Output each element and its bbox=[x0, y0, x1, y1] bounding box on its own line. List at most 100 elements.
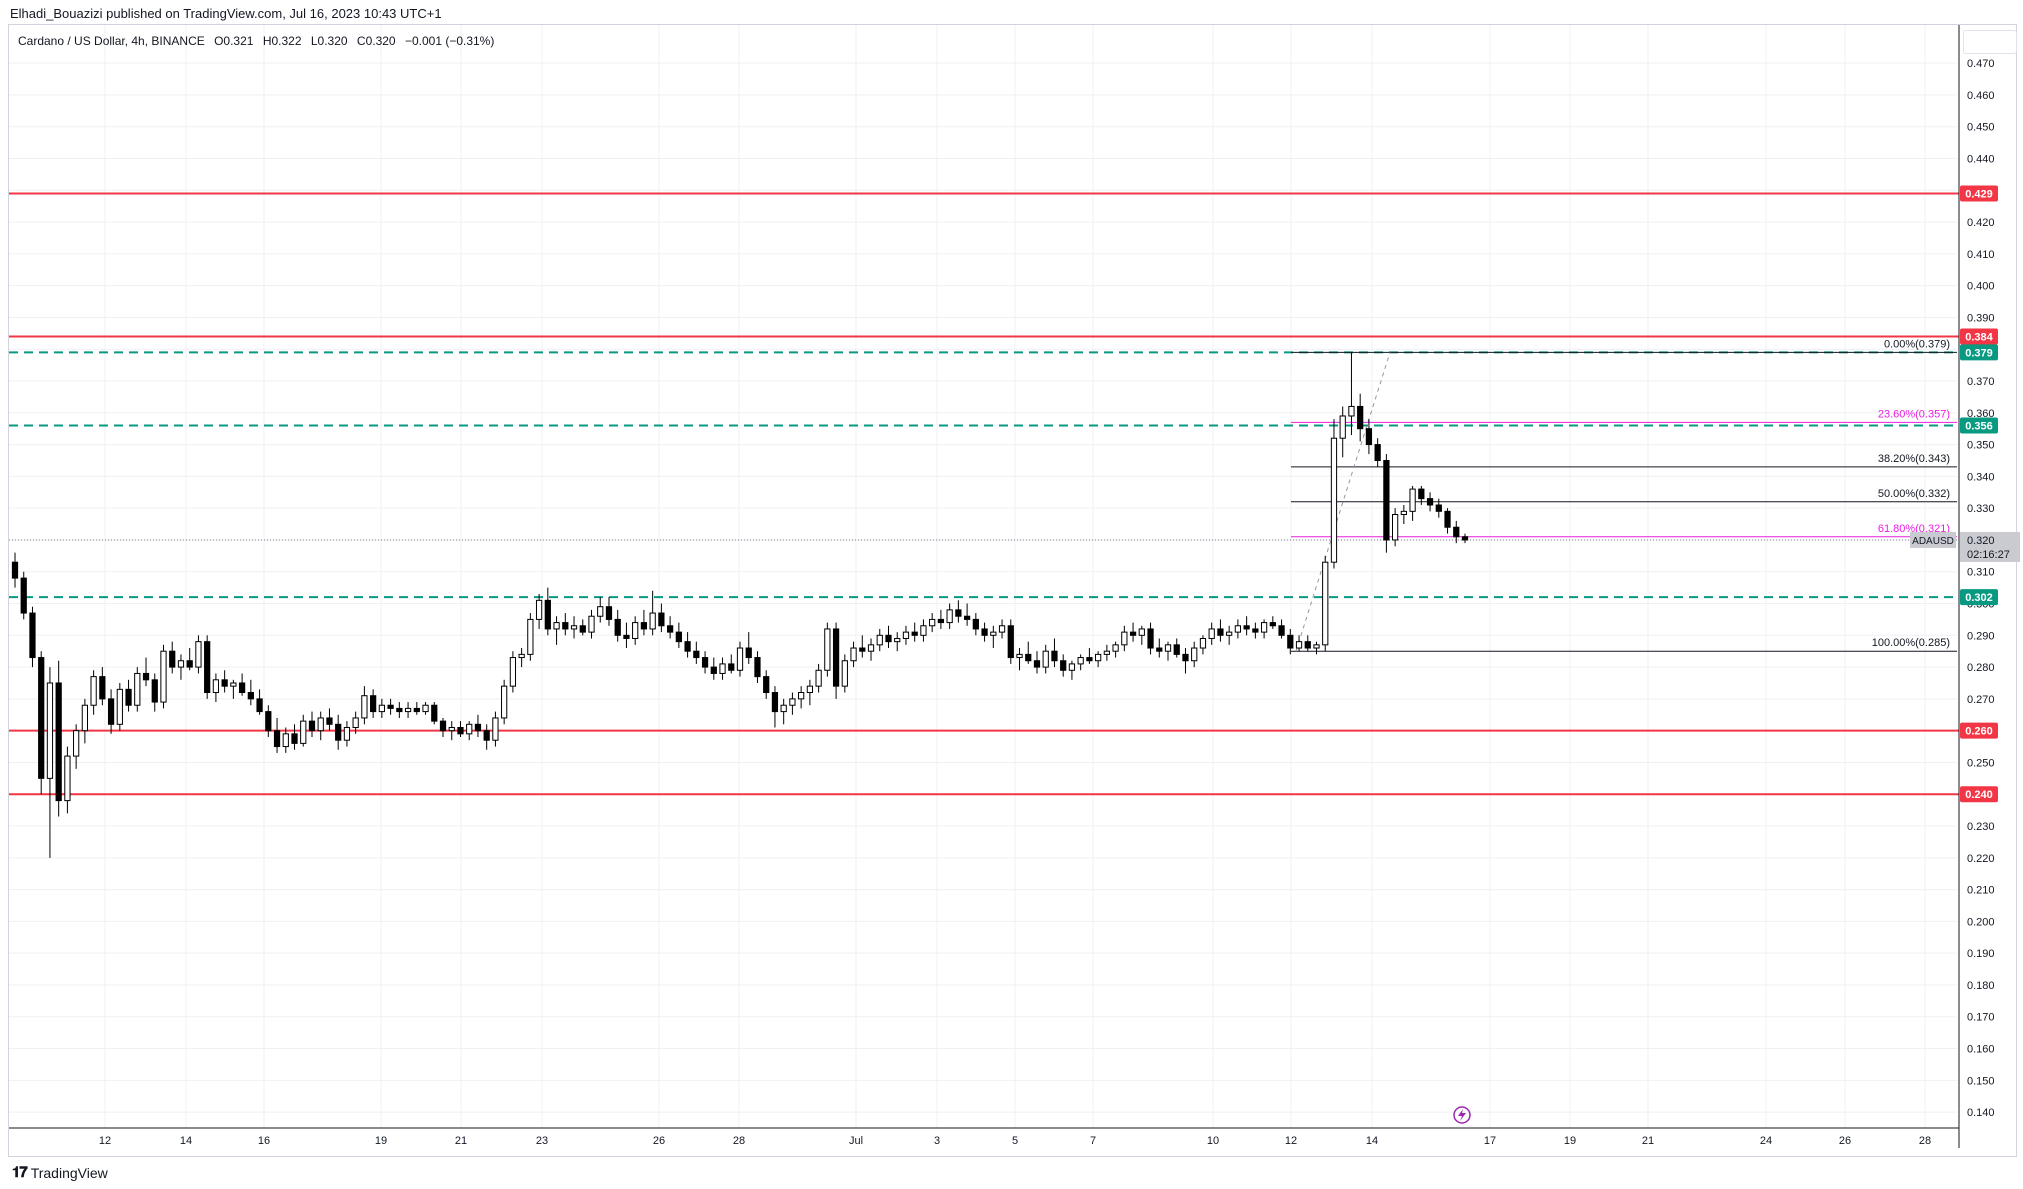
candle-body bbox=[675, 631, 682, 643]
candle bbox=[780, 698, 787, 725]
candle-body bbox=[474, 723, 482, 732]
candle bbox=[1304, 635, 1311, 652]
symbol-name: Cardano / US Dollar, 4h, BINANCE bbox=[18, 34, 205, 48]
candle-body bbox=[1330, 437, 1338, 563]
candle bbox=[1164, 641, 1172, 661]
candle bbox=[204, 635, 211, 699]
candle bbox=[745, 632, 752, 664]
candle-body bbox=[1392, 514, 1399, 541]
price-tick-label: 0.400 bbox=[1967, 281, 1995, 293]
candle bbox=[1033, 651, 1041, 674]
candle bbox=[1322, 555, 1329, 652]
price-level-badge-label: 0.260 bbox=[1965, 726, 1993, 738]
candle-body bbox=[1060, 660, 1067, 671]
price-level-badge bbox=[1960, 328, 1998, 345]
candle bbox=[439, 717, 447, 738]
price-tick-label: 0.150 bbox=[1967, 1075, 1995, 1087]
candle bbox=[798, 686, 805, 709]
candle-body bbox=[1129, 631, 1137, 636]
candle-body bbox=[649, 612, 656, 630]
candle bbox=[1435, 498, 1442, 518]
candle-body bbox=[1051, 650, 1058, 662]
candle-body bbox=[492, 717, 499, 741]
price-tick-label: 0.440 bbox=[1967, 154, 1995, 166]
candle-body bbox=[579, 625, 586, 633]
candle-series bbox=[11, 352, 1469, 858]
candle bbox=[483, 724, 490, 750]
fib-level-label: 50.00%(0.332) bbox=[1878, 488, 1950, 500]
candle-body bbox=[256, 698, 263, 713]
candle-body bbox=[1103, 650, 1110, 655]
price-level-badge bbox=[1960, 722, 1998, 739]
candle bbox=[335, 714, 342, 750]
candle bbox=[1103, 644, 1110, 661]
candle-body bbox=[1278, 625, 1285, 636]
price-level-badge-label: 0.356 bbox=[1965, 421, 1993, 433]
candle bbox=[841, 654, 848, 693]
candle bbox=[929, 613, 936, 633]
chart-frame[interactable] bbox=[8, 24, 2017, 1157]
candle-body bbox=[1007, 625, 1014, 659]
candle bbox=[1217, 619, 1224, 642]
candle-body bbox=[597, 606, 604, 617]
candle bbox=[562, 613, 569, 636]
candle-body bbox=[282, 733, 289, 748]
candle bbox=[90, 670, 97, 715]
candle-body bbox=[885, 634, 892, 643]
candle-body bbox=[911, 631, 918, 636]
time-tick-label: 23 bbox=[536, 1135, 548, 1147]
candle bbox=[614, 609, 621, 642]
time-tick-label: 3 bbox=[934, 1135, 940, 1147]
candle-body bbox=[20, 577, 27, 614]
candle bbox=[824, 622, 831, 677]
candle bbox=[422, 702, 429, 715]
candle bbox=[1025, 641, 1032, 664]
candle bbox=[728, 654, 735, 674]
candle-body bbox=[728, 663, 735, 671]
candle bbox=[1365, 419, 1373, 455]
candle bbox=[151, 673, 158, 712]
candle-body bbox=[1252, 628, 1259, 633]
candle bbox=[413, 702, 420, 715]
candle-body bbox=[1260, 622, 1268, 633]
candle-body bbox=[422, 704, 429, 713]
candle-body bbox=[73, 730, 80, 757]
price-level-badge bbox=[1960, 786, 1998, 803]
candle-body bbox=[317, 717, 324, 732]
candle-body bbox=[1164, 644, 1172, 652]
time-tick-label: Jul bbox=[849, 1135, 863, 1147]
candle bbox=[282, 727, 289, 753]
fib-level-label: 23.60%(0.357) bbox=[1878, 408, 1950, 420]
candle bbox=[588, 609, 595, 639]
candle-body bbox=[867, 644, 875, 652]
candle bbox=[317, 711, 324, 741]
candle bbox=[431, 702, 438, 725]
candle-body bbox=[544, 599, 551, 630]
candle bbox=[1339, 406, 1346, 458]
candle-body bbox=[859, 647, 866, 652]
candle bbox=[806, 679, 813, 706]
candle bbox=[597, 597, 604, 623]
price-tick-label: 0.170 bbox=[1967, 1012, 1995, 1024]
lightning-icon-bolt bbox=[1458, 1109, 1466, 1121]
symbol-tag-badge bbox=[1910, 531, 1956, 548]
candle bbox=[1409, 485, 1416, 521]
price-level-badge bbox=[1960, 417, 1998, 434]
candle bbox=[1121, 625, 1128, 652]
price-tick-label: 0.190 bbox=[1967, 948, 1995, 960]
price-scale-settings-button[interactable] bbox=[1963, 30, 2017, 54]
candle bbox=[640, 609, 648, 636]
candle bbox=[308, 711, 316, 738]
candle bbox=[1374, 438, 1381, 467]
candle-body bbox=[186, 660, 193, 668]
candle bbox=[212, 673, 220, 703]
price-level-badge-label: 0.379 bbox=[1965, 347, 1993, 359]
lightning-icon[interactable] bbox=[1453, 1106, 1471, 1124]
candle bbox=[675, 622, 682, 649]
candle bbox=[623, 622, 630, 649]
candle-body bbox=[448, 726, 455, 732]
grid-lines bbox=[9, 25, 1957, 1128]
candle bbox=[658, 603, 665, 633]
last-price-badge bbox=[1960, 531, 2020, 562]
